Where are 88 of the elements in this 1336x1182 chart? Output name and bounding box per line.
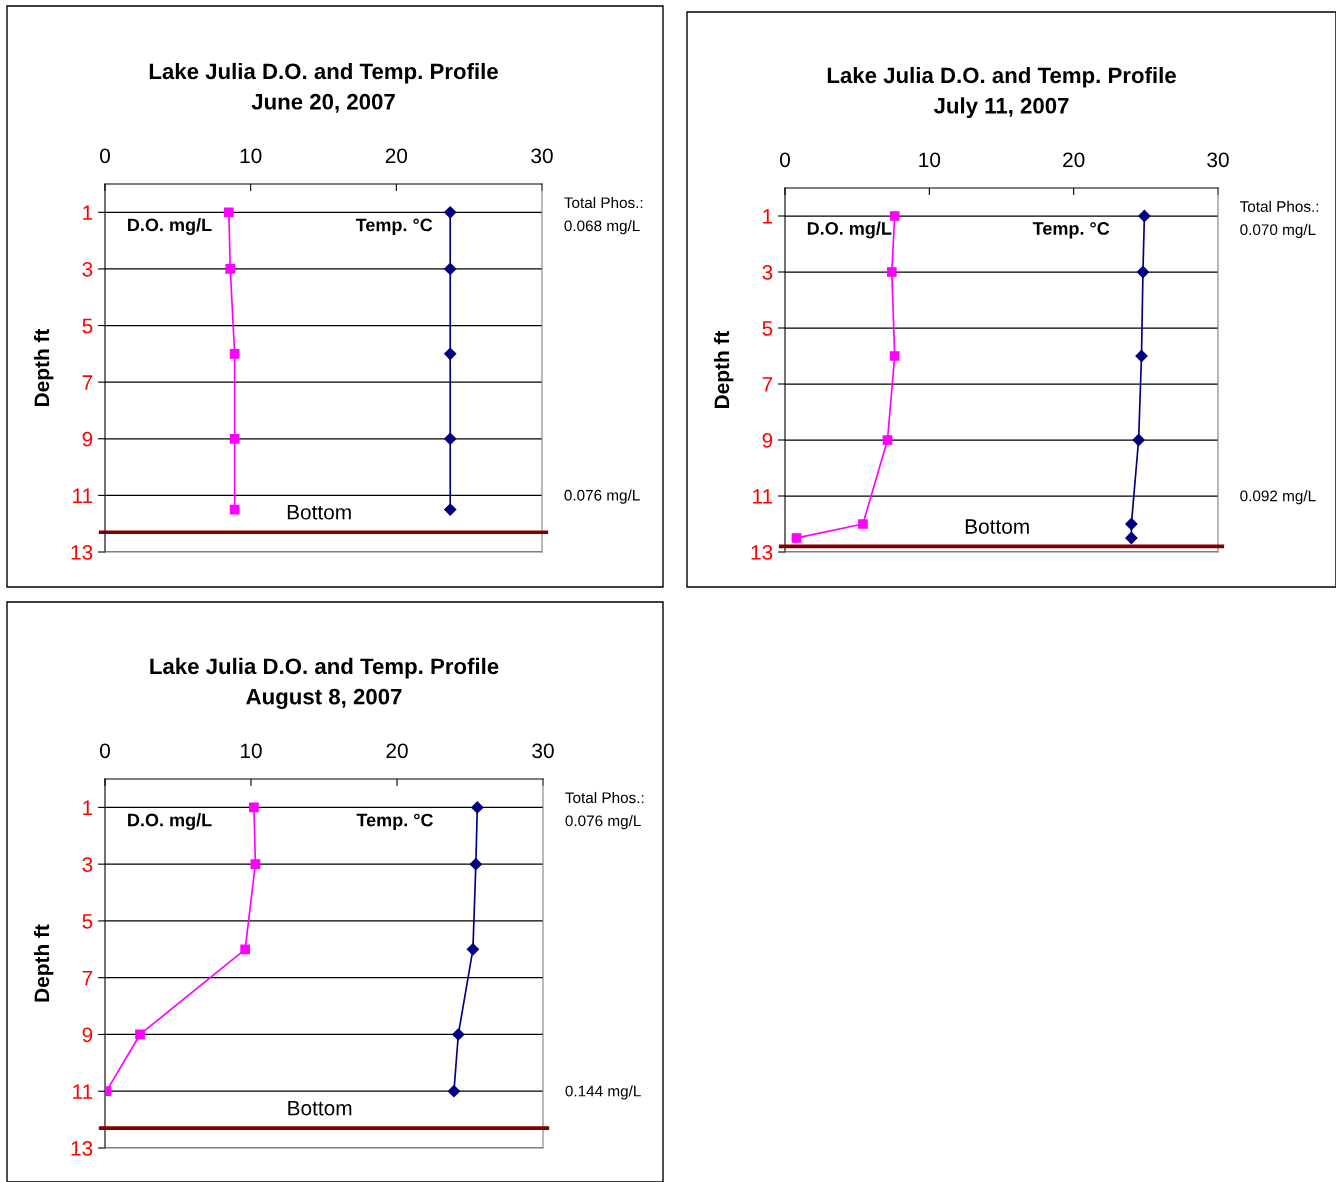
y-tick-label: 13 [71, 1141, 93, 1156]
text: 0.092 mg/L [1240, 490, 1316, 505]
y-tick-label: 3 [762, 265, 773, 280]
text: 0.144 mg/L [565, 1085, 641, 1100]
x-tick-label: 20 [386, 743, 408, 759]
text: Total Phos.: 0.068 mg/L [564, 196, 643, 235]
series-label: D.O. mg/L [807, 221, 892, 239]
y-tick-label: 7 [762, 377, 773, 392]
x-tick-label: 0 [780, 152, 790, 168]
y-tick-label: 7 [82, 970, 93, 986]
y-tick-label: 13 [751, 545, 773, 560]
point [240, 944, 251, 955]
x-tick-label: 0 [100, 743, 110, 759]
chart-title: Lake Julia D.O. and Temp. Profile [150, 657, 499, 679]
point [225, 264, 236, 274]
point [229, 348, 240, 359]
point [229, 433, 240, 444]
y-tick-label: 9 [762, 433, 773, 448]
y-tick-label: 1 [83, 205, 93, 220]
series-label: Temp. °C [355, 218, 433, 235]
point [444, 206, 457, 219]
y-axis-title: Depth ft [33, 924, 54, 1002]
point [889, 351, 900, 361]
point [469, 858, 482, 871]
text: Total Phos.: 0.070 mg/L [1239, 200, 1319, 239]
x-tick-label: 20 [1063, 152, 1085, 168]
x-tick-label: 0 [100, 148, 110, 164]
point [229, 504, 240, 515]
series-label: D.O. mg/L [128, 218, 212, 235]
y-tick-label: 9 [82, 1027, 93, 1043]
x-tick-label: 10 [241, 743, 262, 759]
y-axis-title: Depth ft [33, 328, 54, 406]
y-tick-label: 3 [82, 857, 93, 872]
ref-line-label: Bottom [287, 505, 351, 520]
point [223, 207, 234, 218]
point [882, 435, 893, 445]
chart-title: Lake Julia D.O. and Temp. Profile [827, 66, 1176, 88]
point [889, 211, 900, 221]
point [466, 943, 480, 956]
x-tick-label: 10 [919, 152, 941, 168]
chart-subtitle: July 11, 2007 [933, 97, 1069, 118]
point [250, 859, 261, 870]
y-axis-title: Depth ft [713, 330, 734, 408]
series-label: Temp. °C [1032, 222, 1110, 239]
text: Total Phos.: 0.076 mg/L [565, 791, 644, 830]
y-tick-label: 3 [82, 261, 93, 277]
x-tick-label: 30 [532, 743, 554, 759]
point [886, 267, 897, 277]
point [791, 533, 802, 543]
y-tick-label: 11 [753, 489, 773, 504]
point [1138, 209, 1151, 223]
chart-subtitle: June 20, 2007 [251, 93, 395, 113]
chart-subtitle: August 8, 2007 [246, 688, 402, 709]
point [471, 801, 484, 814]
point [135, 1029, 145, 1040]
y-tick-label: 11 [73, 488, 93, 503]
y-tick-label: 5 [82, 914, 93, 929]
y-tick-label: 5 [762, 321, 773, 336]
text: D.O. mg/L [128, 813, 212, 831]
y-tick-label: 1 [83, 800, 93, 815]
text: Temp. °C [356, 813, 434, 830]
chart-title: Lake Julia D.O. and Temp. Profile [149, 62, 498, 84]
y-tick-label: 13 [71, 545, 93, 560]
point [1125, 517, 1138, 531]
point [858, 519, 868, 529]
y-tick-label: 11 [73, 1084, 93, 1099]
point [1136, 265, 1150, 279]
point [1132, 433, 1145, 447]
point [444, 347, 457, 360]
point [1125, 531, 1138, 545]
text: 0.076 mg/L [564, 489, 640, 504]
point [1135, 349, 1148, 363]
x-tick-label: 20 [385, 148, 408, 164]
point [444, 262, 457, 276]
y-tick-label: 9 [82, 431, 93, 447]
y-tick-label: 5 [82, 318, 93, 334]
x-tick-label: 30 [1207, 152, 1229, 168]
x-tick-label: 30 [531, 148, 553, 164]
point [444, 432, 457, 445]
point [249, 802, 259, 813]
y-tick-label: 7 [82, 375, 93, 390]
y-tick-label: 1 [763, 209, 773, 224]
point [447, 1085, 461, 1098]
point [444, 503, 457, 516]
ref-line-label: Bottom [965, 519, 1029, 534]
x-tick-label: 10 [240, 148, 262, 164]
point [452, 1028, 465, 1041]
ref-line-label: Bottom [288, 1100, 352, 1116]
